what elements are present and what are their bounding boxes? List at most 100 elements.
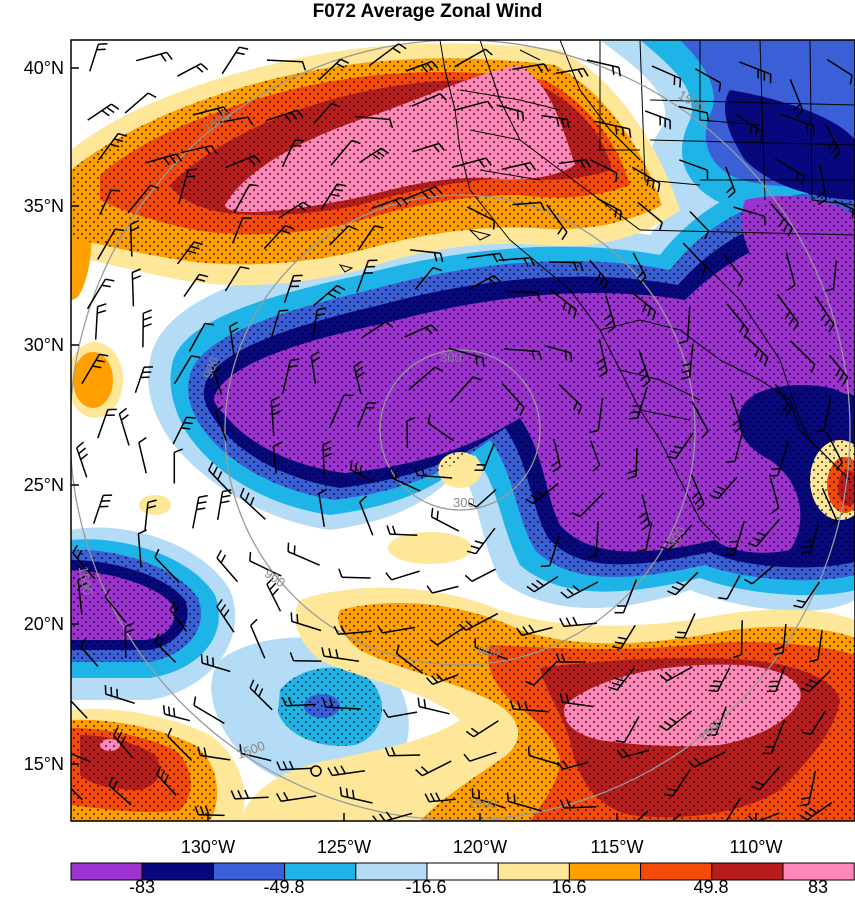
wind-barb-shaft bbox=[644, 110, 671, 121]
wind-barb-flag bbox=[220, 554, 227, 564]
wind-barb-shaft bbox=[528, 754, 560, 766]
wind-barb-flag bbox=[614, 641, 624, 645]
wind-barb-flag bbox=[627, 475, 637, 480]
wind-barb-flag bbox=[577, 405, 583, 415]
wind-barb-flag bbox=[614, 125, 618, 135]
wind-barb-shaft bbox=[94, 306, 99, 340]
wind-barb-flag bbox=[657, 183, 661, 193]
wind-barb-flag bbox=[327, 767, 333, 776]
wind-barb-shaft bbox=[134, 367, 145, 394]
wind-barb-flag bbox=[787, 284, 796, 291]
wind-barb-shaft bbox=[774, 157, 805, 177]
wind-barb-shaft bbox=[371, 196, 402, 210]
wind-barb-flag bbox=[289, 652, 295, 662]
wind-barb-shaft bbox=[501, 382, 525, 409]
wind-barb-flag bbox=[194, 806, 200, 816]
wind-barb-flag bbox=[222, 489, 232, 493]
wind-barb-flag bbox=[792, 322, 799, 331]
wind-barb-flag bbox=[810, 364, 816, 374]
wind-barb-flag bbox=[713, 680, 723, 683]
wind-barb-flag bbox=[294, 139, 305, 142]
wind-barb-flag bbox=[203, 747, 207, 757]
wind-barb-flag bbox=[386, 525, 391, 535]
wind-barb-flag bbox=[630, 411, 640, 414]
wind-barb-flag bbox=[108, 776, 114, 786]
wind-barb-flag bbox=[172, 606, 179, 615]
wind-barb-shaft bbox=[325, 706, 361, 710]
wind-barb-flag bbox=[738, 324, 745, 333]
wind-barb-flag bbox=[432, 266, 442, 272]
wind-barb-flag bbox=[464, 574, 473, 582]
wind-barb-shaft bbox=[427, 422, 454, 442]
wind-barb-shaft bbox=[521, 626, 553, 637]
wind-barb-flag bbox=[339, 786, 343, 797]
wind-barb-shaft bbox=[388, 754, 421, 757]
wind-barb-shaft bbox=[723, 253, 744, 280]
wind-barb-flag bbox=[612, 645, 622, 650]
wind-barb-shaft bbox=[449, 376, 474, 403]
wind-barb-shaft bbox=[833, 200, 855, 211]
wind-barb-flag bbox=[679, 78, 682, 88]
wind-barb-flag bbox=[538, 351, 543, 361]
wind-barb-shaft bbox=[808, 670, 831, 693]
wind-barb-shaft bbox=[211, 366, 223, 395]
wind-barb-flag bbox=[76, 441, 85, 449]
wind-barb-flag bbox=[680, 376, 690, 380]
wind-barb-shaft bbox=[138, 442, 147, 474]
wind-barb-shaft bbox=[338, 630, 373, 635]
wind-barb-flag bbox=[659, 545, 669, 551]
wind-barb-shaft bbox=[221, 46, 240, 75]
wind-barb-shaft bbox=[71, 752, 91, 763]
wind-barb-flag bbox=[417, 697, 421, 707]
wind-barb-shaft bbox=[177, 241, 195, 265]
wind-barb-flag bbox=[276, 761, 282, 771]
wind-barb-flag bbox=[751, 785, 761, 791]
wind-barb-flag bbox=[579, 262, 584, 272]
wind-barb-shaft bbox=[167, 735, 193, 761]
wind-barb-shaft bbox=[473, 720, 499, 738]
wind-barb-flag bbox=[253, 683, 259, 693]
wind-barb-shaft bbox=[199, 754, 231, 761]
wind-barb-flag bbox=[638, 511, 648, 519]
wind-barb-shaft bbox=[266, 584, 282, 612]
wind-barb-flag bbox=[67, 776, 71, 784]
colorbar-label: -49.8 bbox=[263, 877, 304, 897]
wind-barb-flag bbox=[752, 537, 762, 542]
wind-barb-flag bbox=[605, 320, 614, 327]
wind-barb-shaft bbox=[553, 438, 561, 467]
wind-barb-flag bbox=[290, 111, 298, 120]
wind-barb-shaft bbox=[322, 444, 325, 476]
wind-barb-shaft bbox=[313, 103, 333, 124]
wind-barb-shaft bbox=[154, 641, 177, 663]
wind-barb-flag bbox=[732, 653, 742, 659]
wind-barb-flag bbox=[229, 321, 238, 328]
lat-label: 20°N bbox=[24, 614, 64, 634]
wind-barb-flag bbox=[552, 466, 561, 473]
wind-barb-flag bbox=[509, 700, 514, 710]
wind-barb-flag bbox=[351, 789, 355, 799]
wind-barb-flag bbox=[239, 744, 242, 754]
wind-barb-shaft bbox=[198, 814, 225, 817]
wind-barb-flag bbox=[556, 761, 564, 770]
wind-barb-flag bbox=[436, 510, 439, 520]
wind-barb-flag bbox=[301, 61, 307, 71]
wind-barb-flag bbox=[288, 760, 294, 770]
wind-barb-flag bbox=[759, 352, 764, 362]
wind-barb-shaft bbox=[183, 274, 200, 298]
wind-barb-flag bbox=[188, 168, 198, 171]
wind-barb-flag bbox=[335, 649, 339, 659]
wind-barb-flag bbox=[125, 628, 134, 634]
wind-barb-flag bbox=[704, 230, 710, 240]
wind-barb-flag bbox=[664, 671, 673, 679]
wind-barb-shaft bbox=[417, 474, 453, 479]
wind-barb-flag bbox=[585, 159, 592, 168]
wind-barb-shaft bbox=[616, 667, 635, 691]
wind-barb-flag bbox=[667, 787, 677, 792]
wind-barb-flag bbox=[283, 791, 289, 801]
wind-barb-shaft bbox=[320, 183, 338, 210]
wind-barb-flag bbox=[472, 376, 482, 381]
wind-barb-flag bbox=[573, 309, 578, 319]
wind-barb-flag bbox=[212, 466, 218, 476]
wind-barb-flag bbox=[80, 638, 86, 648]
wind-barb-flag bbox=[521, 111, 525, 121]
